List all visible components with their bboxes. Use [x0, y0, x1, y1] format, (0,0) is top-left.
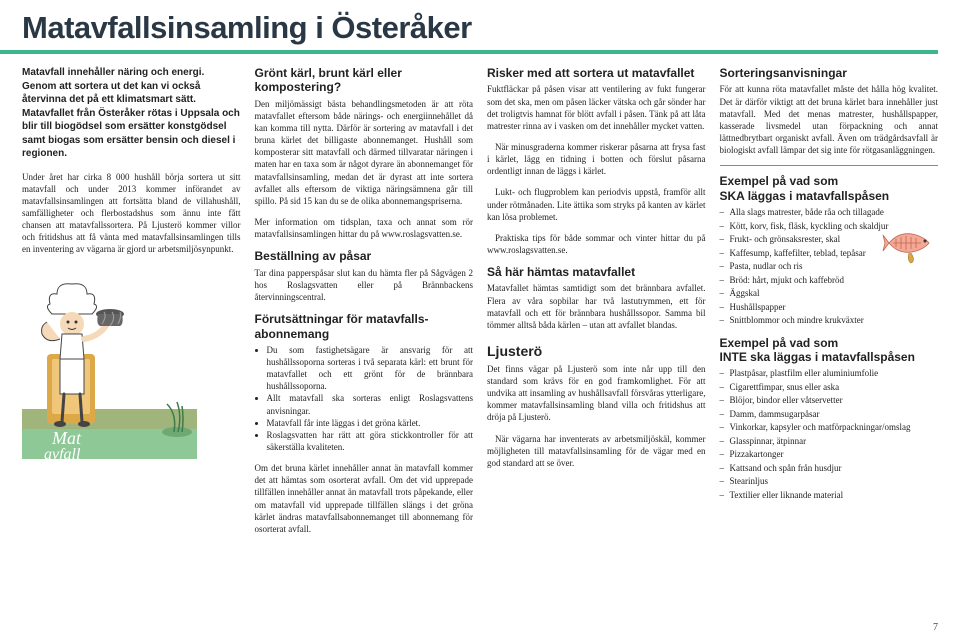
col2-li4: Roslagsvatten har rätt att göra stickkon…	[267, 429, 474, 453]
chef-illustration: Mat avfall	[22, 264, 197, 459]
title-underline	[0, 50, 938, 54]
list-item: Hushållspapper	[720, 301, 939, 315]
list-item: Cigarettfimpar, snus eller aska	[720, 381, 939, 395]
col3-h1: Risker med att sortera ut matavfallet	[487, 66, 706, 80]
intro-text: Matavfall innehåller näring och energi. …	[22, 66, 241, 161]
column-2: Grönt kärl, brunt kärl eller komposterin…	[255, 66, 474, 544]
col4-h2: Exempel på vad somSKA läggas i matavfall…	[720, 174, 939, 203]
list-item: Kattsand och spån från husdjur	[720, 462, 939, 476]
list-item: Vinkorkar, kapsyler och matförpackningar…	[720, 421, 939, 435]
page-title: Matavfallsinsamling i Österåker	[0, 0, 960, 50]
divider-1	[720, 165, 939, 166]
col2-li1: Du som fastighetsägare är ansvarig för a…	[267, 344, 474, 393]
list-item: Textilier eller liknande material	[720, 489, 939, 503]
column-3: Risker med att sortera ut matavfallet Fu…	[487, 66, 706, 544]
col2-h2: Beställning av påsar	[255, 249, 474, 263]
col2-p3: Tar dina papperspåsar slut kan du hämta …	[255, 267, 474, 303]
col2-h3: Förutsättningar för matavfalls-abonneman…	[255, 312, 474, 341]
col4-p1: För att kunna röta matavfallet måste det…	[720, 83, 939, 156]
col3-h3: Ljusterö	[487, 343, 706, 360]
list-item: Alla slags matrester, både råa och tilla…	[720, 206, 939, 220]
list-item: Stearinljus	[720, 475, 939, 489]
col2-p4: Om det bruna kärlet innehåller annat än …	[255, 462, 474, 535]
list-item: Damm, dammsugarpåsar	[720, 408, 939, 422]
col3-p5: Matavfallet hämtas samtidigt som det brä…	[487, 282, 706, 331]
col4-h1: Sorteringsanvisningar	[720, 66, 939, 80]
col3-p4: Praktiska tips för både sommar och vinte…	[487, 232, 706, 256]
list-item: Glasspinnar, ätpinnar	[720, 435, 939, 449]
column-1: Matavfall innehåller näring och energi. …	[22, 66, 241, 544]
col3-p2: När minusgraderna kommer riskerar påsarn…	[487, 141, 706, 177]
col2-p1: Den miljömässigt bästa behandlingsmetode…	[255, 98, 474, 207]
col2-p2: Mer information om tidsplan, taxa och an…	[255, 216, 474, 240]
content-columns: Matavfall innehåller näring och energi. …	[0, 66, 960, 544]
list-item: Plastpåsar, plastfilm eller aluminiumfol…	[720, 367, 939, 381]
list-item: Pizzakartonger	[720, 448, 939, 462]
page-number: 7	[933, 622, 938, 633]
col3-p1: Fuktfläckar på påsen visar att ventileri…	[487, 83, 706, 132]
col4-h3: Exempel på vad somINTE ska läggas i mata…	[720, 336, 939, 365]
list-item: Bröd: hårt, mjukt och kaffebröd	[720, 274, 939, 288]
col3-p3: Lukt- och flugproblem kan periodvis upps…	[487, 186, 706, 222]
inte-list: Plastpåsar, plastfilm eller aluminiumfol…	[720, 367, 939, 502]
column-4: Sorteringsanvisningar För att kunna röta…	[720, 66, 939, 544]
col3-p6: Det finns vägar på Ljusterö som inte når…	[487, 363, 706, 424]
list-item: Snittblommor och mindre krukväxter	[720, 314, 939, 328]
col2-h1: Grönt kärl, brunt kärl eller komposterin…	[255, 66, 474, 95]
col2-li3: Matavfall får inte läggas i det gröna kä…	[267, 417, 474, 429]
col3-p7: När vägarna har inventerats av arbetsmil…	[487, 433, 706, 469]
svg-text:avfall: avfall	[44, 446, 81, 459]
col2-li2: Allt matavfall ska sorteras enligt Rosla…	[267, 392, 474, 416]
col1-p1: Under året har cirka 8 000 hushåll börja…	[22, 171, 241, 256]
svg-text:Mat: Mat	[51, 428, 82, 448]
fish-illustration	[881, 221, 936, 266]
list-item: Blöjor, bindor eller våtservetter	[720, 394, 939, 408]
col3-h2: Så här hämtas matavfallet	[487, 265, 706, 279]
col2-list: Du som fastighetsägare är ansvarig för a…	[255, 344, 474, 453]
list-item: Äggskal	[720, 287, 939, 301]
